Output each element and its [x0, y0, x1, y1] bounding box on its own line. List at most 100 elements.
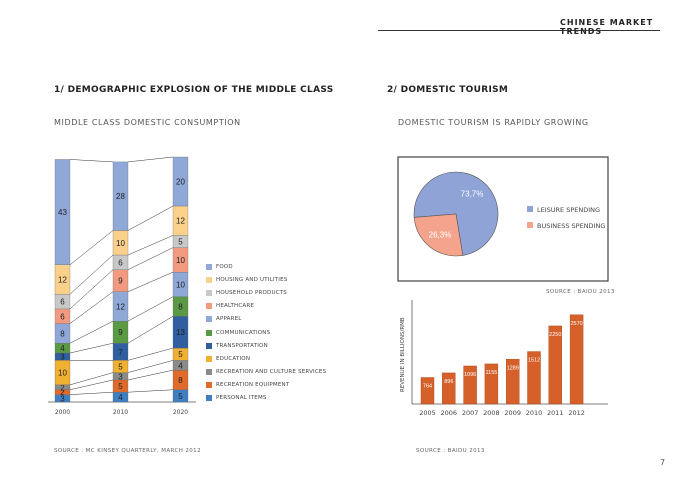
stack-label: 5: [178, 350, 183, 359]
legend-item: COMMUNICATIONS: [206, 326, 326, 339]
legend-swatch: [206, 355, 212, 362]
revenue-bar: [506, 359, 520, 405]
stack-connector: [69, 269, 114, 310]
stack-connector: [127, 247, 174, 270]
stack-connector: [69, 254, 114, 295]
stacked-legend: FOOD HOUSING AND UTILITIES HOUSEHOLD PRODU…: [206, 260, 326, 405]
revenue-bar-label: 1096: [464, 372, 476, 378]
stack-category-label: 2010: [113, 409, 128, 416]
pie-legend-swatch: [527, 222, 533, 228]
revenue-bar-label: 764: [423, 383, 432, 389]
revenue-category-label: 2007: [462, 409, 479, 417]
legend-swatch: [206, 276, 212, 283]
stack-label: 3: [60, 353, 65, 362]
stack-connector: [69, 291, 114, 324]
revenue-bar: [548, 325, 562, 405]
stack-label: 28: [116, 192, 125, 201]
legend-item: RECREATION AND CULTURE SERVICES: [206, 366, 326, 379]
revenue-bar: [569, 314, 584, 405]
legend-label: HOUSEHOLD PRODUCTS: [216, 289, 287, 296]
revenue-y-label: REVENUE IN BILLIONS/RMB: [400, 317, 406, 392]
stack-connector: [127, 296, 174, 322]
revenue-category-label: 2009: [504, 409, 521, 417]
stack-label: 12: [58, 276, 67, 285]
legend-item: RECREATION EQUIPMENT: [206, 379, 326, 392]
stack-segment: [54, 159, 71, 265]
legend-item: EDUCATION: [206, 352, 326, 365]
stack-label: 6: [60, 312, 65, 321]
stack-label: 4: [60, 344, 65, 353]
revenue-category-label: 2008: [483, 409, 500, 417]
pie-label: 26,3%: [429, 231, 452, 240]
legend-label: PERSONAL ITEMS: [216, 395, 267, 402]
page-number: 7: [660, 458, 666, 467]
stack-category-label: 2020: [173, 409, 188, 416]
legend-item: PERSONAL ITEMS: [206, 392, 326, 405]
stack-label: 20: [176, 178, 185, 187]
legend-label: APPAREL: [216, 316, 242, 323]
revenue-bar-label: 1155: [485, 370, 497, 376]
legend-label: COMMUNICATIONS: [216, 329, 271, 336]
stack-label: 5: [118, 382, 123, 391]
legend-swatch: [206, 316, 212, 323]
revenue-bar-label: 896: [444, 379, 453, 385]
pie-label: 73,7%: [461, 189, 484, 198]
pie-source: SOURCE : BAIDU 2013: [546, 289, 615, 295]
legend-label: EDUCATION: [216, 355, 251, 362]
revenue-category-label: 2011: [547, 409, 564, 417]
stack-connector: [69, 342, 114, 354]
stack-category-label: 2000: [55, 409, 70, 416]
revenue-bar: [442, 372, 456, 405]
stack-label: 10: [176, 256, 185, 265]
legend-swatch: [206, 342, 212, 349]
revenue-bar-label: 1289: [507, 365, 519, 371]
stack-connector: [127, 271, 174, 292]
stack-label: 9: [118, 328, 123, 337]
left-source: SOURCE : MC KINSEY QUARTERLY, MARCH 2012: [54, 448, 201, 454]
legend-swatch: [206, 329, 212, 336]
left-section-title: 1/ DEMOGRAPHIC EXPLOSION OF THE MIDDLE C…: [54, 85, 334, 95]
stack-label: 2: [60, 388, 65, 397]
stack-connector: [127, 389, 174, 393]
stack-label: 12: [176, 217, 185, 226]
stack-label: 8: [60, 329, 65, 338]
legend-item: APPAREL: [206, 313, 326, 326]
stack-connector: [69, 379, 114, 390]
stack-label: 9: [118, 277, 123, 286]
pie-frame: [397, 156, 609, 282]
legend-item: FOOD: [206, 260, 326, 273]
legend-item: TRANSPORTATION: [206, 339, 326, 352]
stack-label: 3: [60, 394, 65, 403]
legend-label: HOUSING AND UTILITIES: [216, 276, 288, 283]
legend-swatch: [206, 395, 212, 402]
revenue-bar: [420, 377, 435, 405]
stack-label: 6: [118, 258, 123, 267]
legend-swatch: [206, 303, 212, 310]
stack-label: 10: [116, 239, 125, 248]
legend-swatch: [206, 382, 212, 389]
stack-label: 5: [118, 362, 123, 371]
revenue-bar-label: 2570: [570, 321, 582, 327]
legend-swatch: [206, 369, 212, 376]
revenue-bar: [527, 351, 541, 405]
revenue-category-label: 2006: [441, 409, 458, 417]
left-subtitle: MIDDLE CLASS DOMESTIC CONSUMPTION: [54, 118, 241, 127]
stack-label: 5: [178, 392, 183, 401]
stack-label: 13: [176, 328, 185, 337]
stack-label: 10: [58, 369, 67, 378]
header-title: CHINESE MARKET TRENDS: [560, 18, 654, 36]
stack-label: 43: [58, 208, 67, 217]
revenue-category-label: 2005: [419, 409, 436, 417]
stack-connector: [127, 235, 174, 256]
stack-connector: [69, 230, 114, 265]
stack-label: 6: [60, 298, 65, 307]
stack-connector: [127, 156, 174, 163]
stack-label: 4: [118, 393, 123, 402]
pie-legend-label: BUSINESS SPENDING: [537, 222, 605, 230]
stack-connector: [127, 316, 174, 344]
stack-label: 5: [178, 238, 183, 247]
stack-connector: [127, 369, 174, 381]
stack-connector: [69, 391, 114, 395]
stack-segment: [172, 156, 189, 207]
